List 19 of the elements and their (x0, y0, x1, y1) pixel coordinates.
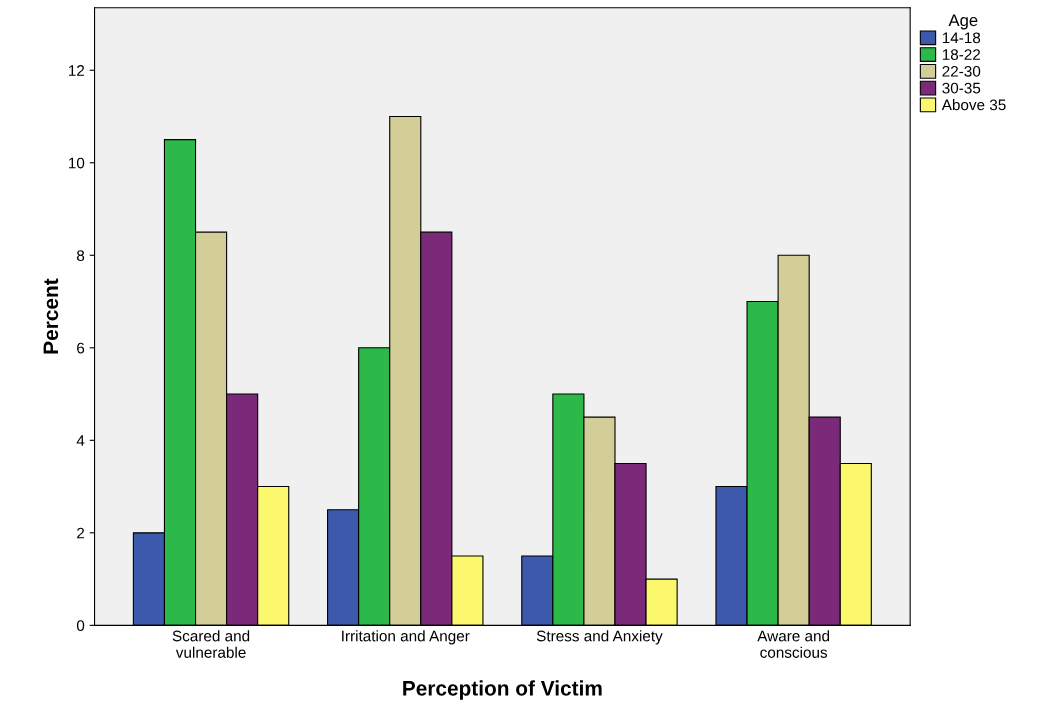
x-tick-label: Stress and Anxiety (536, 630, 663, 645)
x-tick-label: Irritation and Anger (342, 630, 470, 645)
y-tick-label: 2 (77, 527, 85, 539)
y-tick-label: 0 (76, 620, 85, 632)
legend-label: Above 35 (941, 99, 1006, 111)
x-tick-label: Scared and vulnerable (172, 630, 250, 658)
y-axis-title: Percent (43, 278, 59, 354)
legend-label: 30-35 (942, 82, 981, 94)
y-tick-label: 10 (69, 157, 85, 169)
y-tick-label: 8 (76, 250, 85, 261)
x-tick-label: Aware and conscious (757, 630, 830, 658)
y-tick-label: 6 (77, 342, 85, 354)
y-tick-label: 4 (76, 435, 85, 446)
legend-label: 14-18 (942, 32, 981, 44)
legend-title: Age (948, 14, 978, 30)
x-axis-title: Perception of Victim (403, 680, 602, 700)
legend-label: 18-22 (942, 49, 981, 60)
legend-label: 22-30 (942, 65, 981, 77)
y-tick-label: 12 (69, 65, 85, 76)
